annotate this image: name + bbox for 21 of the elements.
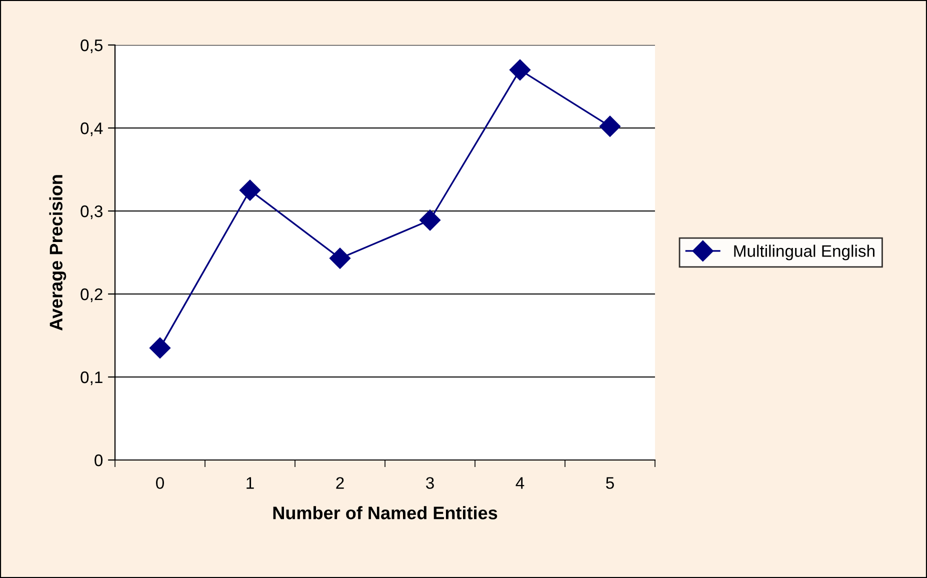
y-axis-title: Average Precision (49, 175, 66, 330)
x-tick-label: 4 (516, 477, 524, 489)
point (419, 210, 441, 231)
x-tick-label: 2 (336, 477, 344, 489)
y-tick-label: 0,1 (80, 371, 102, 386)
point (509, 59, 531, 80)
point (239, 180, 261, 201)
y-tick-label: 0,3 (80, 205, 102, 220)
legend-label: Multilingual English (734, 244, 874, 260)
x-tick-label: 1 (246, 477, 254, 489)
x-tick-label: 0 (156, 477, 164, 489)
y-tick-label: 0,5 (80, 39, 102, 54)
point (329, 248, 351, 269)
y-tick-label: 0 (94, 454, 103, 466)
y-tick-label: 0,4 (80, 122, 103, 136)
y-tick-label: 0,2 (80, 288, 102, 302)
point (149, 337, 171, 358)
point (599, 116, 621, 137)
x-tick-label: 3 (426, 477, 434, 489)
x-axis-title: Number of Named Entities (273, 506, 498, 520)
x-tick-label: 5 (606, 477, 614, 489)
